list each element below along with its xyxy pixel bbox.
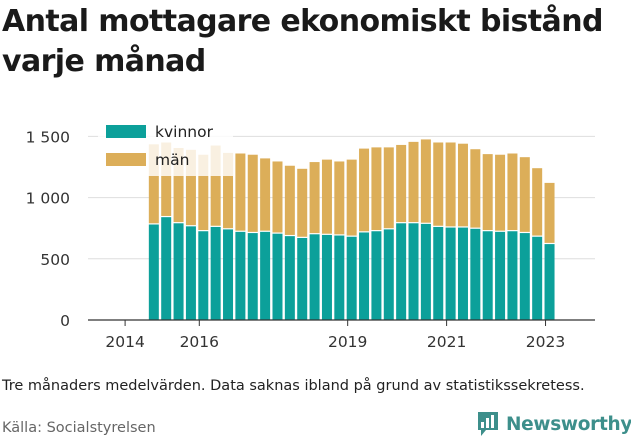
- bar-kvinnor: [247, 233, 258, 320]
- bar-kvinnor: [433, 226, 444, 320]
- brand-logo: Newsworthy: [476, 410, 631, 438]
- y-tick-label: 500: [40, 251, 70, 269]
- bar-kvinnor: [173, 223, 184, 320]
- bar-man: [482, 154, 493, 231]
- bar-kvinnor: [482, 231, 493, 320]
- bar-man: [185, 149, 196, 226]
- bar-man: [396, 144, 407, 223]
- bar-kvinnor: [519, 233, 530, 320]
- legend-swatch-kvinnor: [106, 125, 146, 138]
- bar-man: [297, 168, 308, 237]
- bar-man: [210, 145, 221, 226]
- bar-man: [284, 165, 295, 235]
- bar-kvinnor: [457, 227, 468, 320]
- bar-man: [507, 153, 518, 231]
- bar-man: [161, 142, 172, 216]
- y-tick-label: 1 000: [26, 190, 70, 208]
- legend-label-man: män: [155, 151, 189, 169]
- bar-man: [519, 157, 530, 232]
- x-tick-label: 2016: [180, 333, 219, 351]
- bar-man: [420, 139, 431, 223]
- bars: [148, 139, 555, 320]
- bar-man: [371, 147, 382, 231]
- bar-man: [346, 159, 357, 236]
- bar-man: [247, 154, 258, 232]
- bar-kvinnor: [359, 232, 370, 320]
- bar-man: [223, 152, 234, 229]
- y-axis-ticks: 0 500 1 000 1 500: [26, 128, 70, 330]
- bar-kvinnor: [334, 235, 345, 320]
- x-tick-label: 2021: [427, 333, 466, 351]
- bar-man: [173, 147, 184, 223]
- bar-man: [433, 142, 444, 226]
- bar-kvinnor: [185, 226, 196, 320]
- bar-man: [383, 147, 394, 229]
- bar-chart-speech-icon: [478, 412, 498, 436]
- bar-kvinnor: [321, 234, 332, 320]
- bar-man: [470, 149, 481, 228]
- bar-man: [309, 162, 320, 234]
- bar-man: [532, 168, 543, 236]
- bar-man: [457, 143, 468, 227]
- bar-kvinnor: [161, 217, 172, 320]
- bar-kvinnor: [260, 231, 271, 320]
- bar-man: [408, 141, 419, 223]
- bar-kvinnor: [198, 231, 209, 320]
- x-tick-label: 2019: [328, 333, 367, 351]
- bar-man: [235, 153, 246, 231]
- bar-man: [321, 159, 332, 234]
- bar-man: [272, 161, 283, 233]
- x-axis: 2014 2016 2019 2021 2023: [88, 319, 595, 351]
- brand-name: Newsworthy: [506, 413, 631, 435]
- bar-kvinnor: [235, 231, 246, 320]
- bar-kvinnor: [210, 226, 221, 320]
- source-text: Källa: Socialstyrelsen: [2, 420, 156, 436]
- bar-kvinnor: [396, 223, 407, 320]
- bar-kvinnor: [371, 231, 382, 320]
- bar-kvinnor: [309, 234, 320, 320]
- bar-kvinnor: [408, 223, 419, 320]
- legend-label-kvinnor: kvinnor: [155, 123, 214, 141]
- legend-swatch-man: [106, 153, 146, 166]
- bar-kvinnor: [223, 229, 234, 320]
- bar-kvinnor: [272, 233, 283, 320]
- bar-man: [260, 158, 271, 231]
- bar-man: [495, 154, 506, 231]
- bar-man: [198, 154, 209, 231]
- bar-man: [148, 144, 159, 224]
- bar-man: [334, 161, 345, 235]
- bar-kvinnor: [470, 228, 481, 320]
- bar-kvinnor: [148, 224, 159, 320]
- y-tick-label: 1 500: [26, 128, 70, 146]
- chart-note: Tre månaders medelvärden. Data saknas ib…: [2, 378, 585, 394]
- bar-kvinnor: [495, 231, 506, 320]
- bar-kvinnor: [532, 236, 543, 320]
- bar-kvinnor: [507, 231, 518, 320]
- x-tick-label: 2014: [105, 333, 144, 351]
- bar-man: [544, 182, 555, 243]
- bar-man: [445, 142, 456, 227]
- bar-kvinnor: [297, 237, 308, 320]
- bar-kvinnor: [383, 229, 394, 320]
- bar-kvinnor: [544, 244, 555, 320]
- bar-kvinnor: [284, 236, 295, 320]
- y-tick-label: 0: [60, 312, 70, 330]
- bar-kvinnor: [346, 236, 357, 320]
- chart-title: Antal mottagare ekonomiskt bistånd varje…: [2, 4, 603, 79]
- legend: kvinnor män: [98, 118, 233, 176]
- bar-kvinnor: [445, 227, 456, 320]
- chart-area: 0 500 1 000 1 500 2014 2016 2019 2021 2023 kvin…: [26, 118, 595, 351]
- bar-kvinnor: [420, 223, 431, 320]
- x-tick-label: 2023: [526, 333, 565, 351]
- bar-man: [359, 148, 370, 232]
